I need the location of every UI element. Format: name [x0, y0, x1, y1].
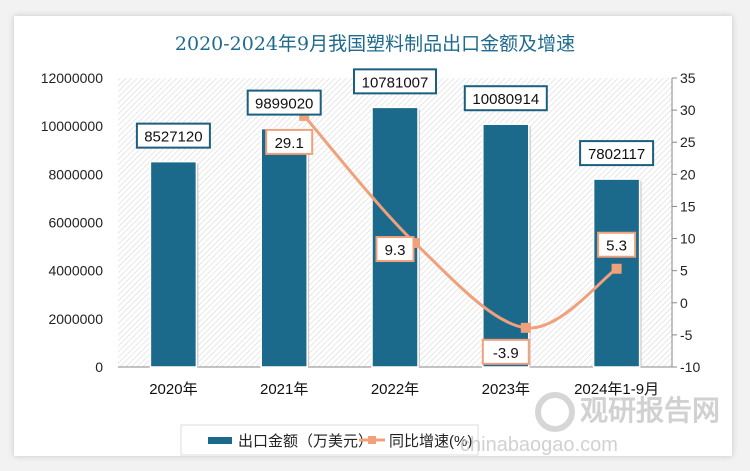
bar-label-box: [135, 122, 211, 149]
line-data-label: 5.3: [606, 238, 627, 255]
left-tick-label: 2000000: [48, 311, 103, 327]
right-tick-label: 25: [680, 134, 696, 150]
right-tick-label: -5: [680, 327, 693, 343]
x-tick-label: 2023年: [482, 381, 530, 398]
growth-marker: [611, 263, 622, 274]
line-data-label: 29.1: [275, 135, 304, 152]
growth-marker: [299, 110, 310, 121]
right-tick-label: 10: [680, 231, 696, 247]
bar: [260, 127, 308, 368]
right-tick-label: 35: [680, 70, 696, 86]
bar: [149, 160, 198, 368]
bar-data-label: 8527120: [144, 129, 202, 146]
left-tick-label: 0: [95, 359, 103, 375]
line-data-label: 9.3: [385, 242, 406, 259]
watermark: 观研报告网 chinabaogao.com: [460, 392, 720, 456]
line-label-box: [481, 338, 530, 365]
svg-text:chinabaogao.com: chinabaogao.com: [460, 434, 618, 456]
growth-marker: [520, 322, 531, 333]
line-label-box: [597, 231, 637, 258]
x-tick-label: 2024年1-9月: [574, 381, 659, 398]
legend-bar-swatch: [208, 437, 232, 444]
right-tick-label: 0: [680, 295, 688, 311]
legend-line-marker: [368, 436, 376, 444]
bar-data-label: 10080914: [472, 91, 539, 108]
line-data-label: -3.9: [493, 345, 519, 362]
right-tick-label: 20: [680, 166, 696, 182]
bar-label-box: [463, 85, 548, 112]
legend: 出口金额（万美元） 同比增速(%): [180, 424, 479, 456]
right-tick-label: -10: [680, 359, 700, 375]
left-tick-label: 4000000: [48, 263, 103, 279]
bar-data-label: 7802117: [588, 146, 645, 163]
right-tick-label: 30: [680, 102, 696, 118]
line-label-box: [375, 236, 415, 263]
left-tick-label: 6000000: [48, 215, 103, 231]
bar-label-box: [353, 68, 437, 95]
legend-line-label: 同比增速(%): [389, 433, 472, 450]
svg-text:观研报告网: 观研报告网: [580, 395, 720, 426]
x-tick-label: 2021年: [260, 381, 308, 398]
x-tick-label: 2022年: [371, 381, 419, 398]
x-tick-label: 2020年: [149, 381, 197, 398]
bar-label-box: [579, 140, 655, 167]
growth-marker: [410, 238, 420, 249]
left-tick-label: 8000000: [48, 166, 103, 182]
bar-label-box: [246, 89, 322, 116]
left-tick-label: 12000000: [41, 70, 104, 86]
line-label-box: [265, 128, 314, 155]
chart-title: 2020-2024年9月我国塑料制品出口金额及增速: [175, 33, 575, 55]
legend-bar-label: 出口金额（万美元）: [238, 433, 373, 450]
bar-data-label: 9899020: [255, 96, 313, 113]
bar-data-label: 10781007: [362, 74, 429, 91]
right-tick-label: 15: [680, 198, 696, 214]
right-tick-label: 5: [680, 263, 688, 279]
growth-line: [303, 114, 618, 330]
left-tick-label: 10000000: [41, 118, 104, 134]
